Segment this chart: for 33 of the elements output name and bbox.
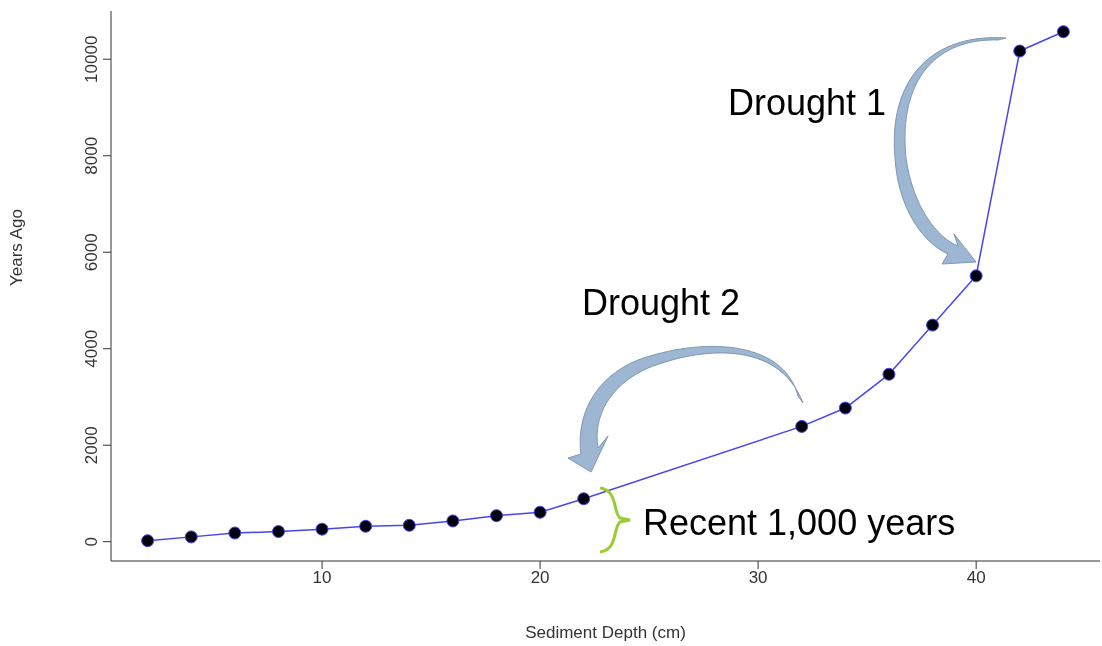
- x-tick-label: 10: [312, 568, 332, 588]
- annotation: Recent 1,000 years: [643, 502, 956, 544]
- y-tick-label: 10000: [82, 35, 101, 83]
- point: [141, 534, 155, 548]
- y-tick-label: 8000: [82, 136, 101, 175]
- point: [446, 514, 460, 528]
- x-tick-label: 40: [966, 568, 986, 588]
- point: [795, 419, 809, 433]
- y-axis-title: Years Ago: [7, 209, 27, 286]
- y-tick-label: 2000: [82, 426, 101, 465]
- x-tick-label: 30: [748, 568, 768, 588]
- point: [228, 526, 242, 540]
- annotation: Drought 2: [582, 282, 741, 324]
- point: [969, 269, 983, 283]
- y-tick-label: 0: [82, 536, 101, 547]
- point: [315, 522, 329, 536]
- y-tick-label: 6000: [82, 233, 101, 272]
- point: [489, 509, 503, 523]
- point: [926, 318, 940, 332]
- point: [1013, 44, 1027, 58]
- point: [882, 367, 896, 381]
- point: [359, 519, 373, 533]
- point: [1056, 25, 1070, 39]
- point: [533, 505, 547, 519]
- point: [184, 530, 198, 544]
- x-tick-label: 20: [530, 568, 550, 588]
- point: [271, 525, 285, 539]
- point: [402, 518, 416, 532]
- point: [577, 492, 591, 506]
- y-tick-label: 4000: [82, 329, 101, 368]
- point: [838, 401, 852, 415]
- x-axis-title: Sediment Depth (cm): [525, 623, 686, 642]
- annotation: Drought 1: [728, 82, 887, 124]
